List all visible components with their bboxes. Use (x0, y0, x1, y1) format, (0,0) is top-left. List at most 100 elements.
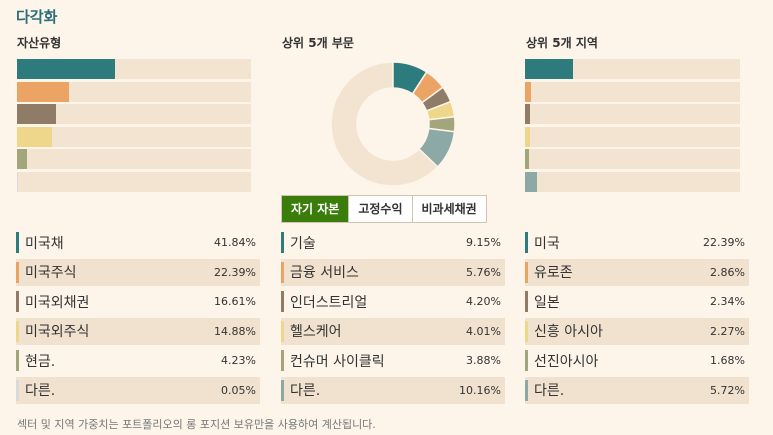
sector-label: 컨슈머 사이클릭 (290, 353, 385, 370)
sector-label: 인더스트리얼 (290, 294, 368, 311)
color-marker (281, 350, 284, 371)
sector-tab-bar: 자기 자본 고정수익 비과세채권 (281, 195, 487, 223)
color-marker (525, 291, 528, 312)
sector-value: 5.76% (466, 265, 501, 279)
diversification-title: 다각화 (16, 8, 58, 26)
region-bar (525, 81, 532, 102)
region-bar-track (525, 59, 740, 79)
region-list-item: 일본 2.34% (525, 288, 749, 315)
region-label: 미국 (534, 235, 560, 252)
asset-type-label: 미국채 (25, 235, 64, 252)
sector-label: 헬스케어 (290, 324, 342, 340)
color-marker (525, 320, 528, 342)
asset-type-label: 미국외주식 (25, 324, 90, 340)
asset-type-list-item: 미국주식 22.39% (16, 258, 260, 286)
sector-value: 4.20% (466, 295, 501, 308)
sector-value: 3.88% (466, 354, 501, 367)
asset-type-label: 현금. (25, 353, 56, 370)
color-marker (16, 261, 19, 283)
region-value: 2.86% (710, 265, 745, 279)
color-marker (281, 379, 284, 401)
region-label: 다른. (534, 383, 565, 399)
donut-remainder-segment (331, 62, 439, 186)
color-marker (281, 261, 284, 283)
asset-type-value: 16.61% (214, 295, 256, 308)
sector-label: 금융 서비스 (290, 265, 359, 281)
weights-footnote: 섹터 및 지역 가중치는 포트폴리오의 롱 포지션 보유만을 사용하여 계산됩니… (17, 418, 376, 431)
region-bar (525, 126, 530, 147)
sector-list-item: 다른. 10.16% (281, 376, 505, 404)
tab-equity[interactable]: 자기 자본 (282, 196, 350, 222)
sector-value: 9.15% (466, 236, 501, 249)
sector-donut-chart (331, 62, 455, 186)
sector-label: 기술 (290, 235, 316, 252)
region-list: 미국 22.39% 유로존 2.86% 일본 2.34% 신흥 아시아 2.27% 선진아시아 1… (525, 229, 749, 406)
sector-list-item: 금융 서비스 5.76% (281, 258, 505, 286)
region-bar-track (525, 126, 740, 147)
asset-type-bar (17, 149, 27, 169)
color-marker (525, 232, 528, 253)
color-marker (281, 320, 284, 342)
asset-type-bar (17, 81, 70, 102)
region-bar-track (525, 104, 740, 124)
color-marker (16, 320, 19, 342)
region-bar (525, 171, 538, 192)
sectors-heading: 상위 5개 부문 (282, 36, 354, 50)
asset-type-list-item: 다른. 0.05% (16, 376, 260, 404)
tab-fixed-income[interactable]: 고정수익 (349, 196, 413, 222)
color-marker (16, 350, 19, 371)
region-bar-track (525, 149, 740, 169)
region-list-item: 미국 22.39% (525, 229, 749, 256)
asset-type-bar-chart (17, 59, 251, 194)
sector-list-item: 컨슈머 사이클릭 3.88% (281, 347, 505, 374)
asset-type-value: 22.39% (214, 265, 256, 279)
region-value: 1.68% (710, 354, 745, 367)
asset-type-value: 41.84% (214, 236, 256, 249)
region-value: 2.34% (710, 295, 745, 308)
asset-type-list-item: 미국외채권 16.61% (16, 288, 260, 315)
asset-type-heading: 자산유형 (17, 36, 62, 50)
color-marker (281, 291, 284, 312)
sector-list-item: 인더스트리얼 4.20% (281, 288, 505, 315)
region-bar-track (525, 81, 740, 102)
asset-type-list-item: 미국채 41.84% (16, 229, 260, 256)
color-marker (16, 232, 19, 253)
asset-type-list: 미국채 41.84% 미국주식 22.39% 미국외채권 16.61% 미국외주식 14.88… (16, 229, 260, 406)
region-list-item: 선진아시아 1.68% (525, 347, 749, 374)
region-label: 신흥 아시아 (534, 324, 603, 340)
asset-type-value: 0.05% (221, 383, 256, 397)
asset-type-value: 14.88% (214, 324, 256, 338)
asset-type-bar (17, 104, 56, 124)
asset-type-bar-track (17, 149, 251, 169)
region-bar-chart (525, 59, 740, 194)
region-list-item: 다른. 5.72% (525, 376, 749, 404)
asset-type-bar (17, 59, 115, 79)
asset-type-list-item: 미국외주식 14.88% (16, 317, 260, 345)
region-value: 22.39% (703, 236, 745, 249)
color-marker (16, 291, 19, 312)
region-value: 2.27% (710, 324, 745, 338)
region-label: 일본 (534, 294, 560, 311)
sector-list-item: 기술 9.15% (281, 229, 505, 256)
color-marker (525, 350, 528, 371)
tab-tax-exempt-bonds[interactable]: 비과세채권 (421, 202, 477, 216)
sector-value: 4.01% (466, 324, 501, 338)
region-value: 5.72% (710, 383, 745, 397)
region-label: 유로존 (534, 265, 573, 281)
region-bar-track (525, 171, 740, 192)
asset-type-bar (17, 171, 18, 192)
asset-type-label: 다른. (25, 383, 56, 399)
sector-list-item: 헬스케어 4.01% (281, 317, 505, 345)
region-bar (525, 59, 574, 79)
asset-type-bar-track (17, 104, 251, 124)
asset-type-bar-track (17, 59, 251, 79)
color-marker (525, 261, 528, 283)
color-marker (281, 232, 284, 253)
asset-type-bar (17, 126, 52, 147)
asset-type-bar-track (17, 81, 251, 102)
asset-type-value: 4.23% (221, 354, 256, 367)
asset-type-list-item: 현금. 4.23% (16, 347, 260, 374)
color-marker (16, 379, 19, 401)
regions-heading: 상위 5개 지역 (526, 36, 598, 50)
region-list-item: 신흥 아시아 2.27% (525, 317, 749, 345)
